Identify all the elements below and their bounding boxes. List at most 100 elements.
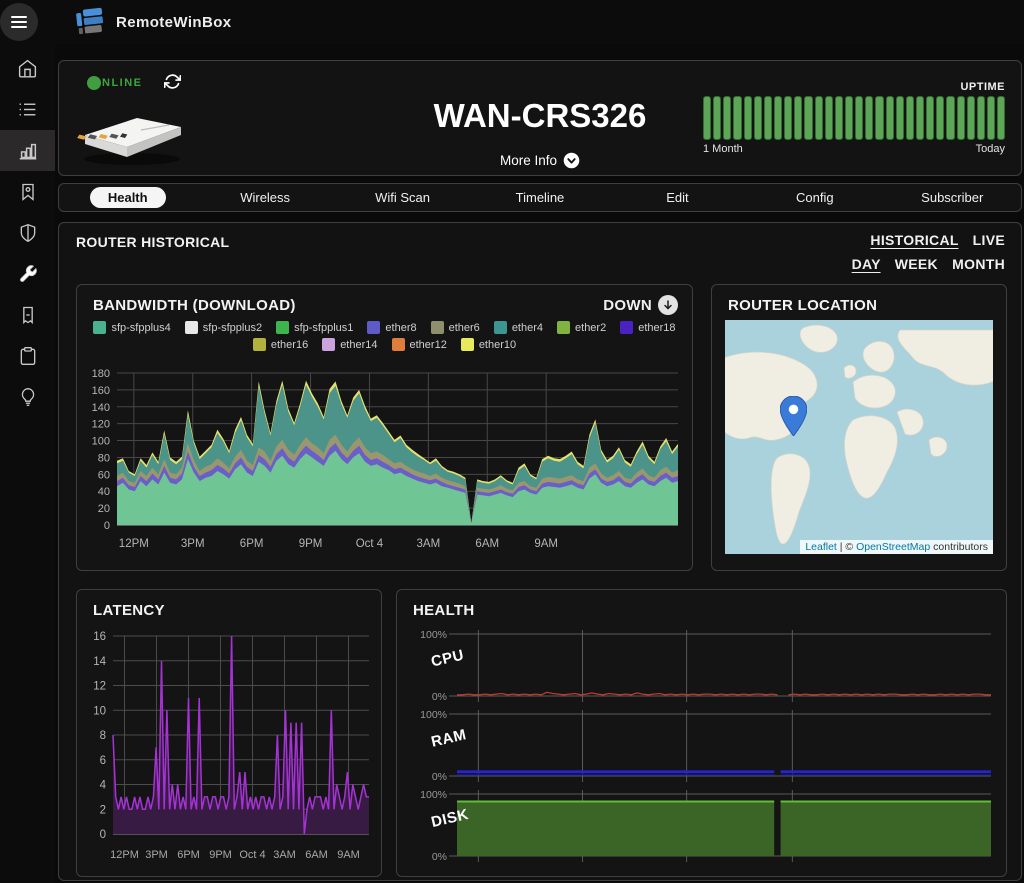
leaflet-link[interactable]: Leaflet xyxy=(805,541,837,553)
sidebar-item-tools[interactable] xyxy=(0,253,55,294)
router-location-panel: ROUTER LOCATION xyxy=(711,284,1007,571)
sidebar-item-list[interactable] xyxy=(0,89,55,130)
router-historical-panel: ROUTER HISTORICAL HISTORICAL LIVE DAY WE… xyxy=(58,222,1022,881)
down-label: DOWN xyxy=(603,297,652,314)
legend-item-ether6[interactable]: ether6 xyxy=(431,321,480,334)
svg-text:6PM: 6PM xyxy=(177,849,200,861)
tab-wireless[interactable]: Wireless xyxy=(196,190,333,205)
uptime-block xyxy=(815,96,823,140)
legend-swatch xyxy=(253,338,266,351)
sidebar-item-security[interactable] xyxy=(0,212,55,253)
tab-timeline[interactable]: Timeline xyxy=(471,190,608,205)
svg-text:12PM: 12PM xyxy=(119,538,149,550)
legend-item-ether4[interactable]: ether4 xyxy=(494,321,543,334)
uptime-blocks xyxy=(703,96,1005,140)
tab-wifi-scan[interactable]: Wifi Scan xyxy=(334,190,471,205)
map-marker-icon[interactable] xyxy=(780,396,807,436)
legend-item-ether12[interactable]: ether12 xyxy=(392,338,447,351)
latency-chart[interactable]: 024681012141612PM3PM6PM9PMOct 43AM6AM9AM xyxy=(77,626,381,874)
uptime-label: UPTIME xyxy=(703,81,1005,93)
svg-text:140: 140 xyxy=(92,402,110,414)
download-direction-button[interactable]: DOWN xyxy=(603,295,678,315)
legend-label: ether8 xyxy=(385,322,416,334)
legend-item-ether16[interactable]: ether16 xyxy=(253,338,308,351)
mode-live[interactable]: LIVE xyxy=(973,232,1005,248)
legend-swatch xyxy=(620,321,633,334)
bar-chart-icon xyxy=(17,140,39,162)
svg-text:4: 4 xyxy=(100,780,107,792)
legend-item-ether18[interactable]: ether18 xyxy=(620,321,675,334)
legend-item-ether8[interactable]: ether8 xyxy=(367,321,416,334)
bandwidth-chart[interactable]: 02040608010012014016018012PM3PM6PM9PMOct… xyxy=(77,365,692,568)
hamburger-menu-button[interactable] xyxy=(0,3,38,41)
tab-subscriber[interactable]: Subscriber xyxy=(884,190,1021,205)
uptime-block xyxy=(825,96,833,140)
svg-text:6PM: 6PM xyxy=(240,538,264,550)
svg-text:3PM: 3PM xyxy=(181,538,205,550)
sidebar-item-ideas[interactable] xyxy=(0,376,55,417)
svg-text:12: 12 xyxy=(93,681,106,693)
uptime-block xyxy=(723,96,731,140)
section-title: ROUTER HISTORICAL xyxy=(76,234,229,250)
brand[interactable]: RemoteWinBox xyxy=(72,4,232,40)
refresh-button[interactable] xyxy=(164,73,181,95)
location-map[interactable]: Leaflet | © OpenStreetMap contributors xyxy=(725,320,993,554)
legend-item-sfp-sfpplus2[interactable]: sfp-sfpplus2 xyxy=(185,321,262,334)
legend-item-ether10[interactable]: ether10 xyxy=(461,338,516,351)
uptime-block xyxy=(754,96,762,140)
range-day[interactable]: DAY xyxy=(852,256,881,272)
sidebar-item-home[interactable] xyxy=(0,48,55,89)
svg-text:6AM: 6AM xyxy=(475,538,499,550)
osm-link[interactable]: OpenStreetMap xyxy=(856,541,930,553)
legend-item-sfp-sfpplus1[interactable]: sfp-sfpplus1 xyxy=(276,321,353,334)
health-title: HEALTH xyxy=(413,602,475,619)
sidebar-item-statistics[interactable] xyxy=(0,130,55,171)
svg-text:40: 40 xyxy=(98,486,110,498)
tab-health[interactable]: Health xyxy=(59,187,196,208)
sidebar-item-bookmark[interactable] xyxy=(0,171,55,212)
map-attribution: Leaflet | © OpenStreetMap contributors xyxy=(800,540,993,554)
disk-chart[interactable]: 100%0% xyxy=(405,786,1000,864)
svg-text:0%: 0% xyxy=(432,851,447,863)
legend-swatch xyxy=(367,321,380,334)
tab-config[interactable]: Config xyxy=(746,190,883,205)
cpu-chart[interactable]: 100%0% xyxy=(405,626,1000,704)
legend-label: ether14 xyxy=(340,339,377,351)
range-toggle: DAY WEEK MONTH xyxy=(842,256,1005,272)
sidebar-nav xyxy=(0,44,55,883)
legend-item-ether2[interactable]: ether2 xyxy=(557,321,606,334)
svg-text:3AM: 3AM xyxy=(273,849,296,861)
legend-label: ether12 xyxy=(410,339,447,351)
legend-label: ether6 xyxy=(449,322,480,334)
svg-text:9PM: 9PM xyxy=(209,849,232,861)
uptime-block xyxy=(946,96,954,140)
legend-label: sfp-sfpplus4 xyxy=(111,322,170,334)
svg-text:14: 14 xyxy=(93,656,106,668)
uptime-widget: UPTIME 1 Month Today xyxy=(703,81,1005,155)
legend-swatch xyxy=(494,321,507,334)
uptime-block xyxy=(936,96,944,140)
ram-chart[interactable]: 100%0% xyxy=(405,706,1000,784)
uptime-block xyxy=(774,96,782,140)
uptime-block xyxy=(784,96,792,140)
legend-item-sfp-sfpplus4[interactable]: sfp-sfpplus4 xyxy=(93,321,170,334)
legend-item-ether14[interactable]: ether14 xyxy=(322,338,377,351)
svg-text:16: 16 xyxy=(93,631,106,643)
range-week[interactable]: WEEK xyxy=(895,256,938,272)
svg-text:12PM: 12PM xyxy=(110,849,139,861)
svg-text:10: 10 xyxy=(93,705,106,717)
svg-text:0: 0 xyxy=(100,829,106,841)
uptime-block xyxy=(764,96,772,140)
more-info-label: More Info xyxy=(500,153,557,168)
uptime-block xyxy=(703,96,711,140)
sidebar-item-ticket[interactable] xyxy=(0,294,55,335)
uptime-block xyxy=(713,96,721,140)
range-month[interactable]: MONTH xyxy=(952,256,1005,272)
more-info-button[interactable]: More Info xyxy=(59,152,1021,169)
tab-edit[interactable]: Edit xyxy=(609,190,746,205)
bandwidth-legend: sfp-sfpplus4 sfp-sfpplus2 sfp-sfpplus1 ethe… xyxy=(85,321,684,355)
lightbulb-icon xyxy=(18,387,38,407)
uptime-block xyxy=(916,96,924,140)
sidebar-item-clipboard[interactable] xyxy=(0,335,55,376)
mode-historical[interactable]: HISTORICAL xyxy=(870,232,958,248)
